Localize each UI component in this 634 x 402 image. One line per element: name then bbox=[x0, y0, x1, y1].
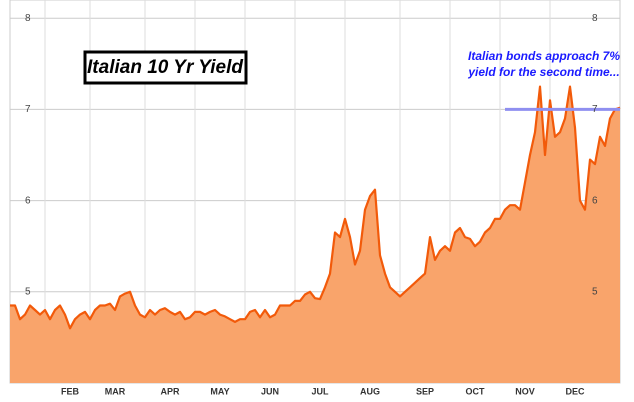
title-box bbox=[83, 50, 248, 85]
annotation: Italian bonds approach 7% bbox=[468, 49, 620, 63]
y-tick-label: 6 bbox=[592, 195, 598, 206]
x-tick-label: MAR bbox=[105, 386, 126, 396]
labels: 5 5 6 6 7 7 8 8 FEB MAR APR MAY JUN JUL AUG SEP OCT NOV DE… bbox=[25, 13, 598, 396]
y-tick-label: 5 bbox=[592, 286, 598, 297]
x-tick-label: SEP bbox=[416, 386, 434, 396]
y-tick-label: 7 bbox=[592, 104, 598, 115]
line bbox=[10, 85, 621, 330]
x-tick-label: DEC bbox=[565, 386, 585, 396]
x-tick-label: MAY bbox=[210, 386, 229, 396]
x-tick-label: FEB bbox=[61, 386, 80, 396]
x-tick-label: JUL bbox=[311, 386, 329, 396]
y-tick-label: 8 bbox=[25, 13, 31, 24]
chart-title: Italian 10 Yr Yield bbox=[87, 57, 243, 78]
x-tick-label: AUG bbox=[360, 386, 380, 396]
y-tick-label: 6 bbox=[25, 195, 31, 206]
x-tick-label: NOV bbox=[515, 386, 535, 396]
x-tick-label: JUN bbox=[261, 386, 279, 396]
x-tick-label: OCT bbox=[466, 386, 486, 396]
annotation: yield for the second time... bbox=[467, 65, 619, 79]
marks bbox=[10, 85, 621, 383]
area bbox=[10, 86, 620, 383]
y-tick-label: 7 bbox=[25, 104, 31, 115]
y-tick-label: 5 bbox=[25, 286, 31, 297]
x-tick-label: APR bbox=[160, 386, 180, 396]
y-tick-label: 8 bbox=[592, 13, 598, 24]
